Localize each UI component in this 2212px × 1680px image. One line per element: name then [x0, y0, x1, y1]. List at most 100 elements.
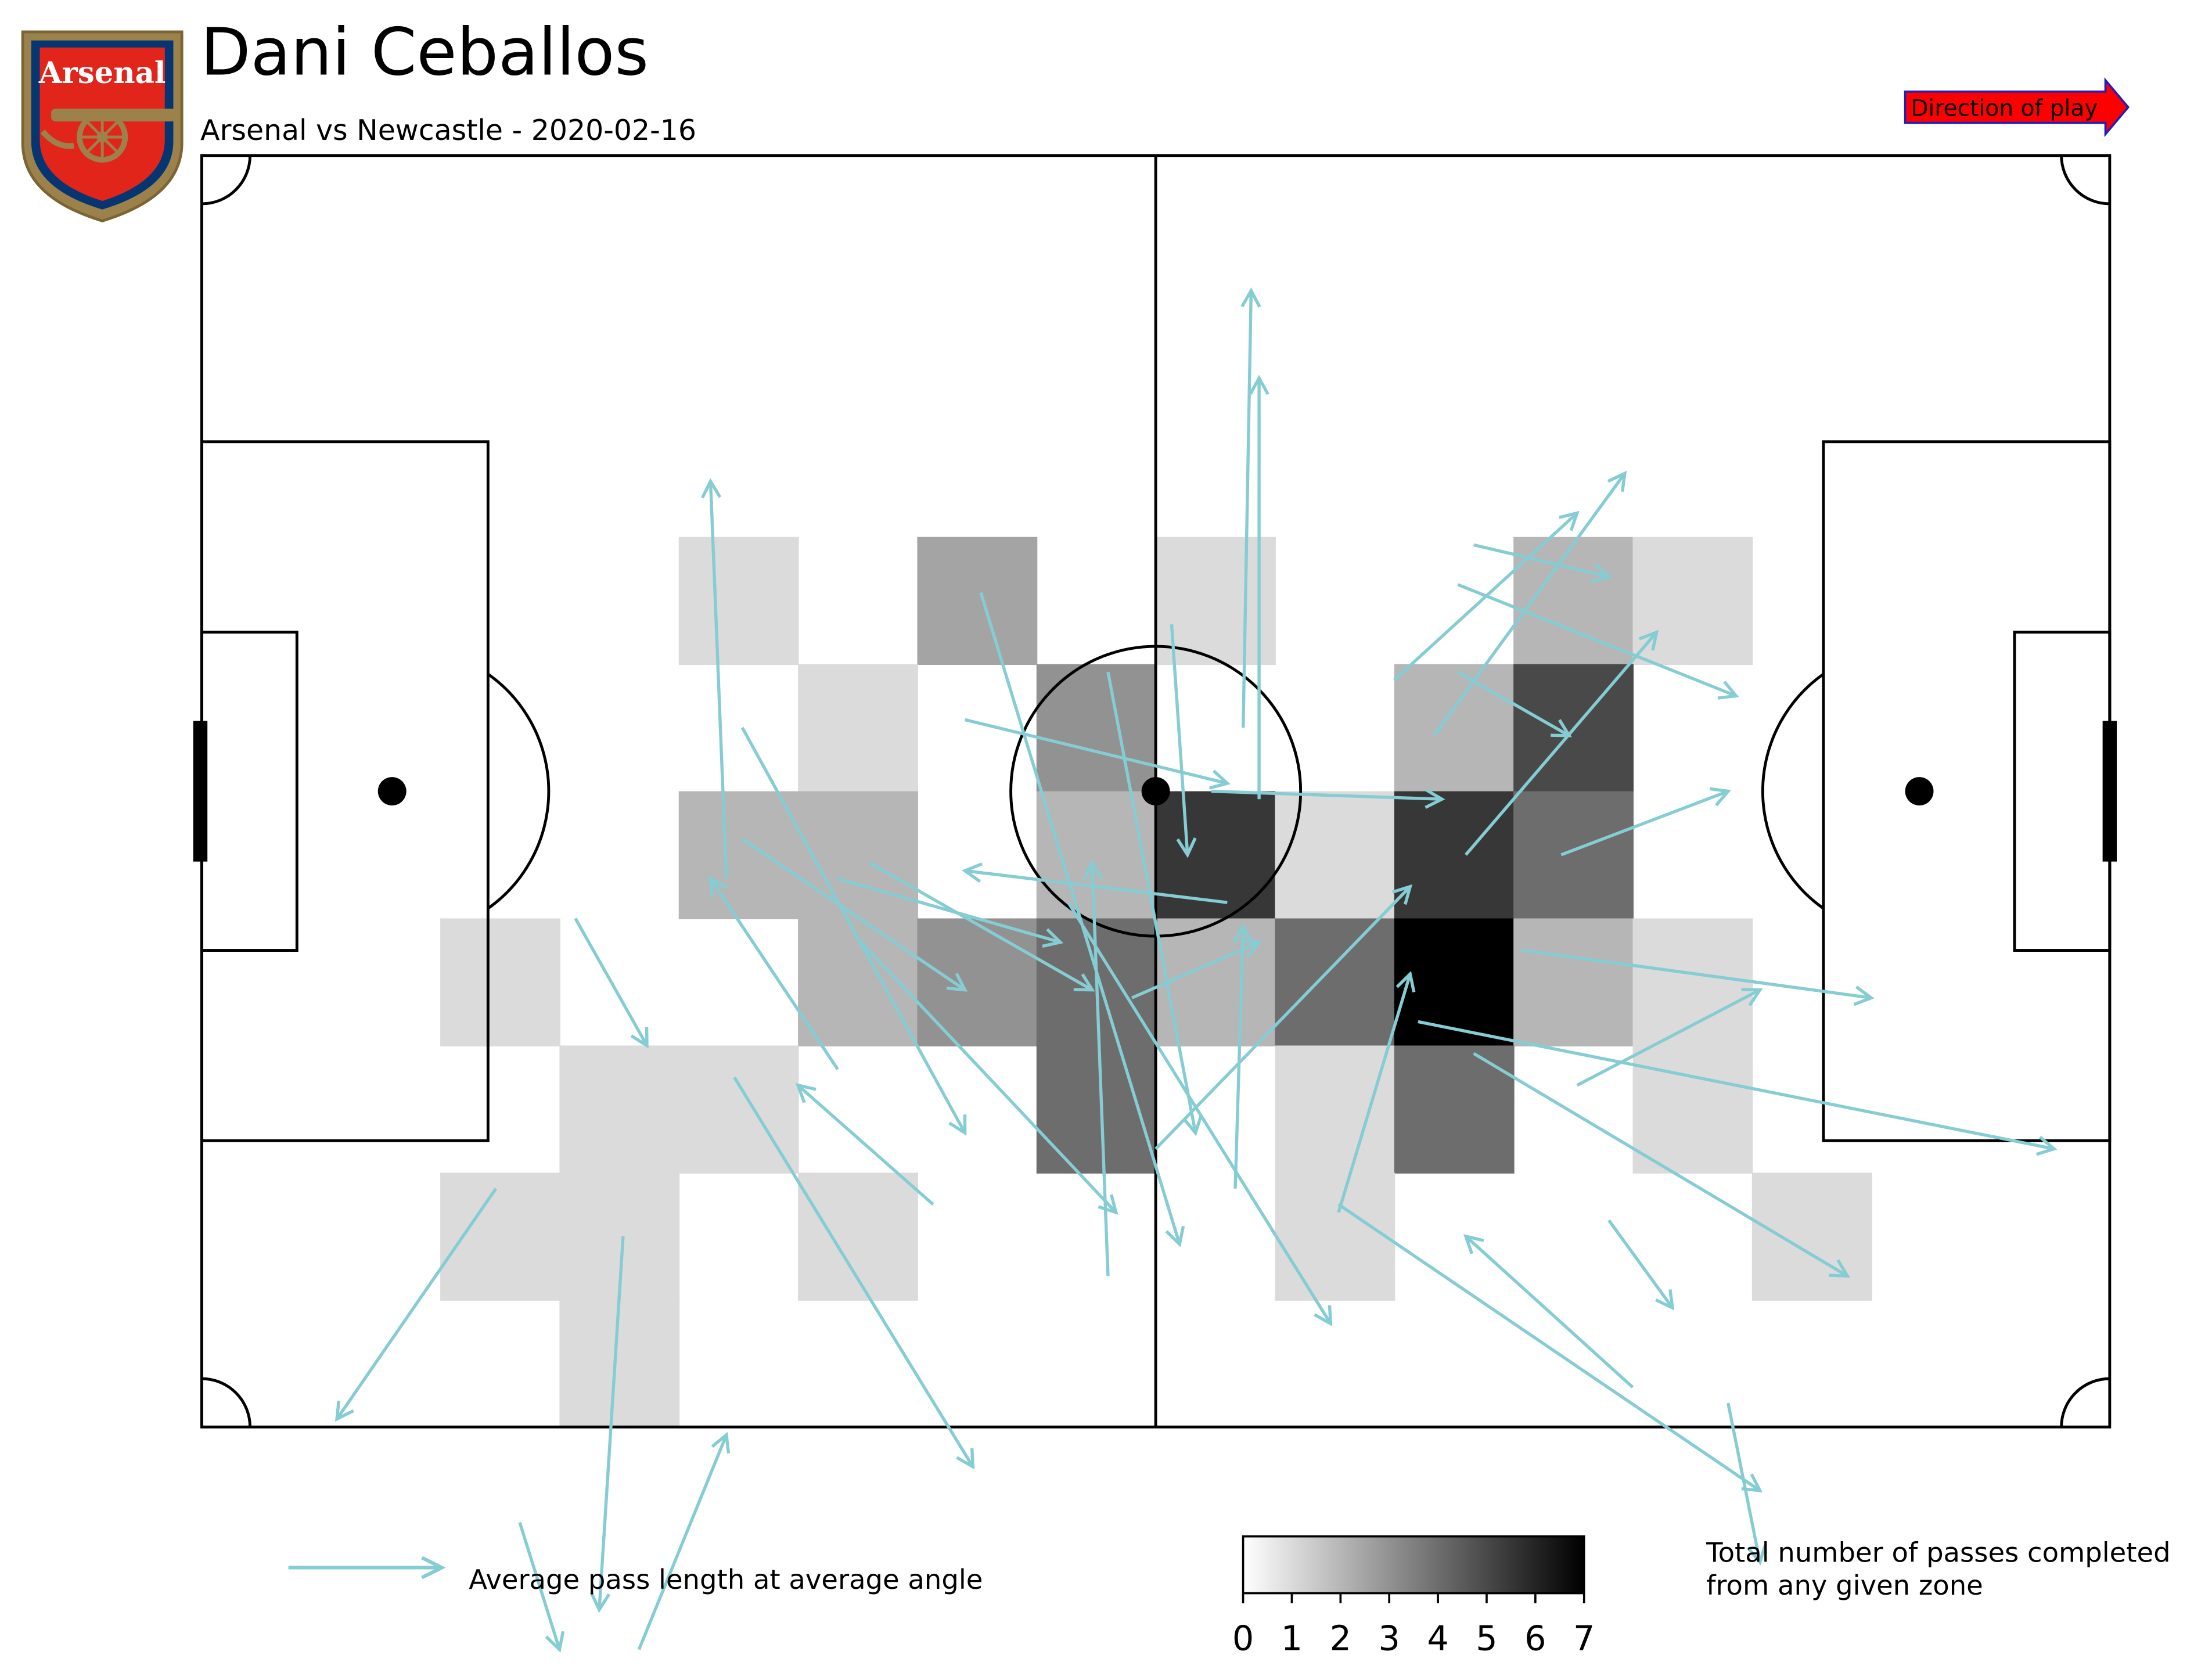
pass-arrow-head: [1638, 629, 1659, 651]
pass-arrow-shaft: [1106, 671, 1197, 1134]
pass-arrow-shaft: [1131, 941, 1260, 999]
left-goal: [193, 721, 208, 862]
pass-arrow-head: [1176, 837, 1197, 858]
right-six-yard-box: [2013, 631, 2112, 952]
heatmap-zone: [1394, 1045, 1515, 1174]
pass-arrow: [574, 918, 649, 1049]
heatmap-zone: [1394, 791, 1515, 919]
pass-arrow: [1232, 923, 1253, 1189]
pass-arrow-shaft: [1473, 543, 1610, 578]
colorbar-tick-label: 3: [1379, 1618, 1400, 1658]
pass-arrow-head: [1607, 470, 1627, 492]
corner-arc-top-left: [202, 155, 252, 206]
pass-arrow: [1521, 948, 1875, 1006]
heatmap-zone: [1394, 664, 1515, 793]
pass-arrow-shaft: [1242, 290, 1253, 728]
right-penalty-arc: [1761, 672, 1825, 910]
pass-arrow: [1067, 901, 1333, 1327]
pass-arrow-shaft: [335, 1188, 498, 1420]
pass-arrow-head: [1392, 884, 1413, 905]
pass-arrow: [1457, 583, 1739, 700]
pass-arrow-head: [1395, 970, 1416, 992]
heatmap-zone: [798, 791, 918, 919]
pass-arrow: [964, 718, 1231, 790]
pass-arrow: [1082, 859, 1110, 1276]
pass-arrow-shaft: [1337, 973, 1412, 1213]
pass-arrow: [1106, 671, 1203, 1136]
pass-arrow: [1473, 1052, 1850, 1278]
pass-arrow-shaft: [598, 1236, 625, 1610]
heatmap-zone: [1156, 918, 1276, 1046]
pass-arrow-head: [1249, 375, 1269, 395]
pass-arrow-shaft: [1457, 583, 1737, 697]
pass-arrow-head: [1717, 681, 1739, 700]
colorbar-tick-label: 5: [1476, 1618, 1497, 1658]
corner-arc-top-right: [2060, 155, 2110, 206]
pass-arrow: [589, 1236, 625, 1613]
heatmap-zone: [1275, 1172, 1395, 1301]
pitch-markings: [193, 154, 2117, 1429]
right-goal: [2102, 721, 2117, 862]
pass-arrow-head: [708, 876, 728, 897]
colorbar-tick-label: 4: [1427, 1618, 1448, 1658]
heatmap-zone: [1632, 918, 1753, 1046]
pass-arrow-shaft: [1433, 472, 1626, 737]
heatmap-zone: [798, 664, 918, 793]
pass-arrow: [700, 478, 728, 879]
heatmap-zone: [559, 1045, 680, 1174]
pass-arrow: [1727, 1402, 1767, 1566]
pass-arrow: [795, 1083, 934, 1206]
pass-arrow-shaft: [1067, 901, 1332, 1325]
pass-arrow-shaft: [965, 869, 1228, 904]
pass-arrow-shaft: [868, 861, 1093, 991]
legend-arrow-head: [421, 1556, 446, 1580]
pass-arrow-head: [948, 1114, 967, 1136]
colorbar-tick-label: 0: [1232, 1618, 1254, 1658]
heatmap-zone: [1513, 791, 1634, 919]
pass-arrow: [1337, 970, 1416, 1213]
pass-arrow-shaft: [740, 726, 966, 1134]
pass-arrow: [1154, 884, 1413, 1150]
pass-arrow-shaft: [709, 877, 839, 1070]
pass-arrow-head: [545, 1631, 565, 1653]
pass-arrow-shaft: [708, 481, 728, 879]
pass-arrow-shaft: [1154, 885, 1412, 1150]
pass-arrow-head: [1073, 973, 1095, 992]
pass-arrow: [518, 1521, 565, 1653]
pass-arrow-head: [1208, 769, 1231, 790]
pass-arrow-shaft: [1465, 1235, 1634, 1388]
pass-arrow: [1240, 287, 1261, 728]
pass-arrow: [1463, 1234, 1634, 1388]
pass-arrow: [335, 1188, 498, 1422]
centre-spot: [1141, 777, 1170, 806]
pass-arrow: [1576, 988, 1763, 1087]
pass-arrow-head: [1240, 939, 1263, 958]
colorbar-caption-line2: from any given zone: [1706, 1570, 1983, 1601]
pass-arrow: [741, 837, 968, 992]
colorbar-tick-label: 1: [1281, 1618, 1303, 1658]
pass-arrow: [708, 876, 839, 1070]
colorbar-tick-label: 6: [1524, 1618, 1546, 1658]
pass-arrow-head: [1232, 923, 1253, 944]
pass-arrow-head: [1082, 859, 1103, 880]
heatmap-zone: [440, 918, 560, 1046]
pass-arrow-head: [946, 973, 968, 992]
heatmap-zone: [1513, 918, 1634, 1046]
pass-arrow-head: [1709, 787, 1732, 807]
pass-arrow-head: [962, 862, 983, 883]
pass-arrow-head: [711, 1431, 731, 1454]
pass-arrow-shaft: [1418, 1020, 2055, 1150]
pass-arrow-head: [700, 478, 722, 499]
pass-arrow-shaft: [1464, 631, 1658, 856]
pass-arrow-shaft: [1337, 1203, 1761, 1492]
arrow-legend: Average pass length at average angle: [288, 1556, 983, 1595]
heatmap-zones: [440, 537, 1872, 1428]
heatmap-zone: [917, 918, 1038, 1046]
left-penalty-spot: [377, 777, 407, 806]
pass-arrow-head: [1747, 1544, 1767, 1566]
pass-arrow-shaft: [741, 837, 966, 991]
pass-arrow-head: [956, 1448, 975, 1470]
pass-arrow-shaft: [1211, 789, 1443, 801]
